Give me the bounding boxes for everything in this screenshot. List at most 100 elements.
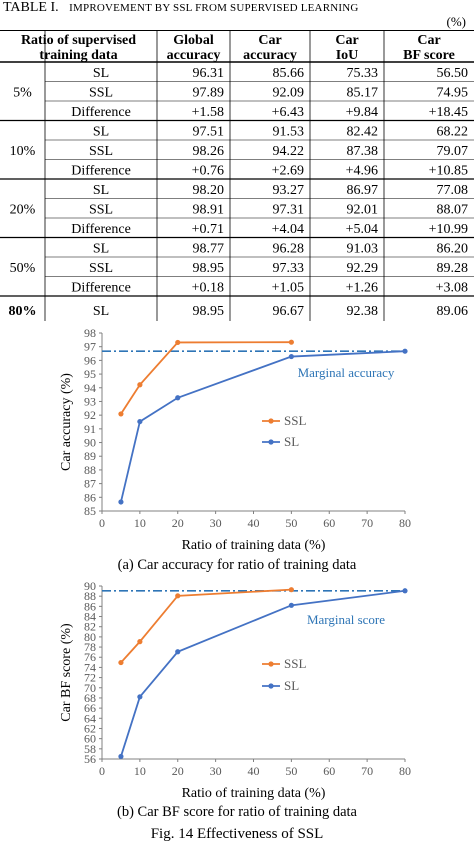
x-tick-label: 80 — [399, 764, 411, 778]
method-cell: SSL — [89, 202, 113, 217]
value-cell: 82.42 — [347, 124, 379, 139]
value-cell: +1.58 — [192, 105, 224, 120]
value-cell: 94.22 — [273, 144, 305, 159]
reference-label: Marginal score — [307, 612, 385, 627]
value-cell: +18.45 — [429, 105, 468, 120]
y-tick-label: 89 — [84, 449, 96, 463]
data-point-sl — [402, 588, 408, 594]
data-point-ssl — [288, 339, 294, 345]
method-cell: SSL — [89, 144, 113, 159]
data-point-sl — [118, 499, 124, 505]
chart-a-caption: (a) Car accuracy for ratio of training d… — [117, 557, 357, 573]
y-tick-label: 62 — [84, 721, 96, 735]
y-tick-label: 95 — [84, 367, 96, 381]
x-tick-label: 50 — [285, 516, 297, 530]
y-tick-label: 58 — [84, 742, 96, 756]
data-point-sl — [402, 348, 408, 354]
value-cell: 96.31 — [193, 66, 225, 81]
value-cell: 97.89 — [193, 85, 225, 100]
method-cell: SSL — [89, 85, 113, 100]
y-tick-label: 96 — [84, 353, 96, 367]
y-axis-label: Car accuracy (%) — [59, 373, 74, 471]
table-title: TABLE I. IMPROVEMENT BY SSL FROM SUPERVI… — [3, 0, 359, 16]
method-cell: Difference — [71, 222, 131, 237]
y-tick-label: 72 — [84, 671, 96, 685]
y-tick-label: 82 — [84, 620, 96, 634]
value-cell: +4.04 — [272, 222, 304, 237]
header-cell: Car accuracy — [243, 33, 297, 63]
y-tick-label: 88 — [84, 463, 96, 477]
y-tick-label: 56 — [84, 752, 96, 766]
value-cell: 92.01 — [347, 202, 379, 217]
value-cell: +6.43 — [272, 105, 304, 120]
method-cell: SL — [93, 66, 109, 81]
y-tick-label: 74 — [84, 660, 96, 674]
y-tick-label: 90 — [84, 580, 96, 593]
value-cell: 96.28 — [273, 241, 305, 256]
x-axis-label: Ratio of training data (%) — [182, 786, 326, 801]
value-cell: +0.18 — [192, 280, 224, 295]
data-point-ssl — [175, 593, 181, 599]
data-point-sl — [175, 649, 181, 655]
data-point-sl — [288, 602, 294, 608]
value-cell: +3.08 — [436, 280, 468, 295]
x-tick-label: 60 — [323, 516, 335, 530]
reference-label: Marginal accuracy — [298, 365, 395, 380]
y-tick-label: 68 — [84, 691, 96, 705]
x-tick-label: 70 — [361, 516, 373, 530]
value-cell: 88.07 — [437, 202, 469, 217]
data-point-ssl — [288, 587, 294, 593]
legend-label: SSL — [284, 413, 306, 428]
method-cell: SL — [93, 304, 109, 319]
y-tick-label: 84 — [84, 610, 96, 624]
chart-b-caption: (b) Car BF score for ratio of training d… — [117, 804, 357, 820]
x-tick-label: 20 — [172, 516, 184, 530]
method-cell: Difference — [71, 280, 131, 295]
legend-marker — [268, 439, 274, 445]
x-tick-label: 60 — [323, 764, 335, 778]
figure-caption: Fig. 14 Effectiveness of SSL — [150, 826, 324, 842]
data-point-sl — [288, 353, 294, 360]
y-tick-label: 86 — [84, 490, 96, 504]
results-table: Ratio of supervised training data Global ac… — [0, 30, 474, 321]
value-cell: 86.97 — [347, 183, 379, 198]
value-cell: +0.76 — [192, 163, 224, 178]
value-cell: 85.66 — [273, 66, 305, 81]
value-cell: 77.08 — [437, 183, 469, 198]
data-point-sl — [137, 418, 143, 425]
value-cell: +2.69 — [272, 163, 304, 178]
value-cell: 74.95 — [437, 85, 469, 100]
header-ratio: Ratio of supervised training data — [21, 33, 136, 63]
legend-marker — [268, 418, 274, 424]
legend-marker — [268, 683, 274, 689]
x-tick-label: 0 — [99, 516, 105, 530]
value-cell: 91.03 — [347, 241, 379, 256]
method-cell: SSL — [89, 261, 113, 276]
header-cell: Car BF score — [403, 33, 455, 63]
method-cell: Difference — [71, 163, 131, 178]
x-tick-label: 30 — [210, 764, 222, 778]
ratio-cell: 20% — [10, 202, 36, 217]
value-cell: 86.20 — [437, 241, 469, 256]
value-cell: +1.05 — [272, 280, 304, 295]
value-cell: 89.06 — [437, 304, 469, 319]
method-cell: SL — [93, 183, 109, 198]
value-cell: +10.85 — [429, 163, 468, 178]
value-cell: +9.84 — [346, 105, 378, 120]
legend-label: SSL — [284, 656, 306, 671]
y-tick-label: 70 — [84, 681, 96, 695]
x-tick-label: 70 — [361, 764, 373, 778]
y-tick-label: 85 — [84, 504, 96, 518]
x-tick-label: 10 — [134, 516, 146, 530]
value-cell: 68.22 — [437, 124, 469, 139]
data-point-sl — [137, 694, 143, 700]
value-cell: 97.33 — [273, 261, 305, 276]
x-tick-label: 10 — [134, 764, 146, 778]
value-cell: 91.53 — [273, 124, 305, 139]
x-tick-label: 40 — [248, 764, 260, 778]
data-point-sl — [118, 753, 124, 760]
y-tick-label: 94 — [84, 381, 96, 395]
data-point-sl — [175, 395, 181, 401]
table-title-text: IMPROVEMENT BY SSL FROM SUPERVISED LEARN… — [69, 2, 359, 14]
